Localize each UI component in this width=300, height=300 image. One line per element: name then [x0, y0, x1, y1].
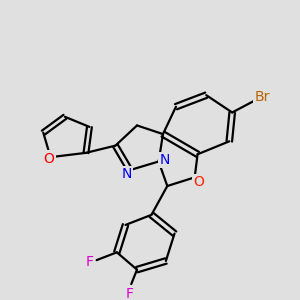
Text: F: F: [126, 287, 134, 300]
Text: Br: Br: [254, 90, 270, 104]
Text: O: O: [44, 152, 55, 166]
Text: N: N: [159, 153, 170, 167]
Text: O: O: [194, 175, 205, 189]
Text: F: F: [85, 255, 93, 269]
Text: N: N: [122, 167, 132, 182]
